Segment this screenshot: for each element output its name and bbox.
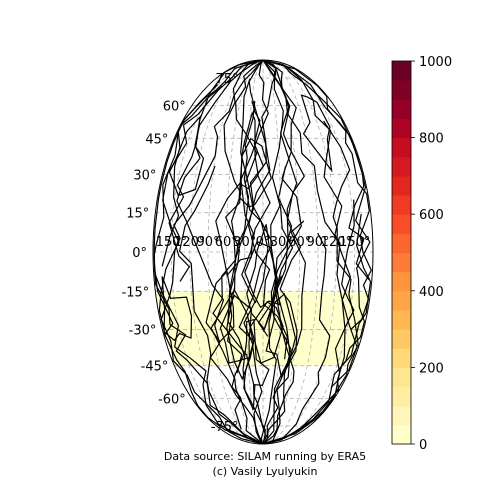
border-line bbox=[262, 275, 291, 444]
colorbar-tick-label: 200 bbox=[419, 361, 444, 376]
border-line bbox=[262, 213, 372, 444]
graticule bbox=[153, 60, 373, 444]
colorbar-segment bbox=[392, 329, 411, 349]
colorbar-segment bbox=[392, 386, 411, 407]
border-line bbox=[235, 60, 269, 304]
colorbar-segment bbox=[392, 348, 411, 368]
border-line bbox=[262, 220, 307, 444]
latitude-label: 15° bbox=[126, 207, 149, 222]
longitude-label: 0° bbox=[256, 235, 271, 250]
border-line bbox=[242, 318, 270, 411]
latitude-label: 0° bbox=[132, 246, 147, 261]
author-credit: (c) Vasily Lyulyukin bbox=[212, 465, 318, 478]
border-line bbox=[262, 120, 359, 444]
meridian-line bbox=[262, 60, 319, 444]
colorbar-segment bbox=[392, 367, 411, 388]
latitude-label: 45° bbox=[145, 132, 168, 147]
border-line bbox=[161, 276, 193, 342]
border-line bbox=[238, 101, 274, 444]
colorbar-segment bbox=[392, 424, 411, 445]
border-line bbox=[262, 232, 331, 444]
colorbar-segment bbox=[392, 175, 411, 196]
latitude-label: 75° bbox=[215, 72, 238, 87]
colorbar-segment bbox=[392, 156, 411, 177]
meridian-line bbox=[262, 60, 356, 444]
colorbar-segment bbox=[392, 214, 411, 234]
border-line bbox=[246, 224, 278, 331]
colorbar-frame bbox=[391, 60, 412, 445]
colorbar-segment bbox=[392, 271, 411, 292]
border-line bbox=[205, 270, 235, 343]
border-line bbox=[260, 60, 298, 444]
colorbar-segment bbox=[392, 309, 411, 330]
longitude-label: 30° bbox=[270, 235, 293, 250]
colorbar-segment bbox=[392, 195, 411, 215]
longitude-label: 60° bbox=[288, 235, 311, 250]
colorbar-tick-label: 1000 bbox=[419, 55, 452, 70]
border-line bbox=[154, 266, 264, 444]
border-line bbox=[249, 300, 284, 364]
longitude-label: 90° bbox=[196, 235, 219, 250]
longitude-label: 150° bbox=[339, 235, 370, 250]
latitude-label: -60° bbox=[158, 392, 186, 407]
colorbar-segment bbox=[392, 137, 411, 158]
border-line bbox=[262, 60, 371, 371]
latitude-label: -75° bbox=[211, 420, 239, 435]
colorbar-segment bbox=[392, 118, 411, 139]
border-line bbox=[215, 180, 254, 277]
latitude-label: -30° bbox=[129, 324, 157, 339]
region-borders bbox=[153, 60, 372, 444]
border-line bbox=[240, 110, 259, 190]
colorbar-segment bbox=[392, 252, 411, 273]
colorbar-segment bbox=[392, 61, 411, 81]
longitude-label: 120° bbox=[174, 235, 205, 250]
border-line bbox=[300, 94, 333, 173]
map-outline bbox=[152, 59, 374, 445]
border-line bbox=[168, 114, 205, 197]
data-source-credit: Data source: SILAM running by ERA5 bbox=[163, 450, 367, 463]
border-line bbox=[210, 60, 264, 430]
longitude-label: 120° bbox=[321, 235, 352, 250]
longitude-label: 30° bbox=[233, 235, 256, 250]
colorbar: 0 200 400 600 800 1000 bbox=[391, 55, 452, 453]
border-line bbox=[153, 84, 264, 444]
colorbar-tick-label: 400 bbox=[419, 285, 444, 300]
border-line bbox=[262, 60, 358, 388]
latitude-label: -15° bbox=[122, 285, 150, 300]
meridian-line bbox=[189, 60, 264, 444]
colorbar-segment bbox=[392, 233, 411, 254]
latitude-label: 60° bbox=[163, 100, 186, 115]
colorbar-segment bbox=[392, 99, 411, 120]
border-line bbox=[178, 165, 264, 444]
colorbar-tick-label: 600 bbox=[419, 208, 444, 223]
border-line bbox=[262, 199, 355, 444]
meridian-line bbox=[262, 60, 337, 444]
latitude-label: 30° bbox=[133, 168, 156, 183]
colorbar-segment bbox=[392, 405, 411, 426]
meridian-line bbox=[207, 60, 264, 444]
longitude-label: 60° bbox=[215, 235, 238, 250]
border-line bbox=[219, 294, 253, 364]
latitude-labels: 75° 60° 45° 30° 15° 0° -15° -30° -45° -60° -75° bbox=[122, 72, 239, 435]
border-line bbox=[262, 60, 372, 330]
longitude-labels: 150°120°90°60°30° 0° 30°60°90°120°150° bbox=[156, 235, 371, 250]
colorbar-tick-label: 0 bbox=[419, 438, 427, 453]
colorbar-segment bbox=[392, 80, 411, 100]
border-line bbox=[257, 60, 294, 337]
latitude-label: -45° bbox=[141, 360, 169, 375]
border-line bbox=[226, 287, 255, 381]
longitude-label: 90° bbox=[306, 235, 329, 250]
border-line bbox=[262, 60, 306, 441]
colorbar-segment bbox=[392, 290, 411, 311]
colorbar-tick-label: 800 bbox=[419, 132, 444, 147]
longitude-label: 150° bbox=[156, 235, 187, 250]
border-line bbox=[176, 60, 264, 444]
border-line bbox=[265, 293, 297, 380]
meridian-line bbox=[170, 60, 264, 444]
